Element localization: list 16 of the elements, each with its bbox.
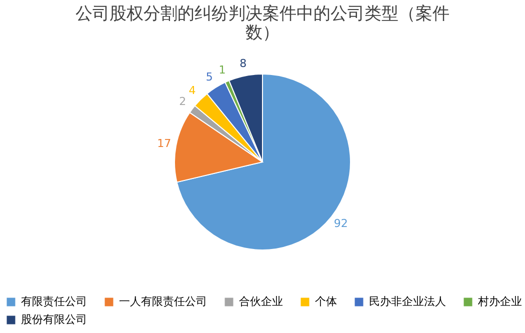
data-label: 1 [218,63,226,76]
legend-label: 个体 [315,295,337,308]
data-label: 17 [157,136,172,150]
legend-label: 合伙企业 [239,295,283,308]
legend-label: 股份有限公司 [21,313,87,326]
data-label: 2 [179,94,186,108]
data-label: 92 [334,217,348,230]
data-label: 4 [188,84,196,97]
chart-title: 公司股权分割的纠纷判决案件中的公司类型（案件数） [76,4,450,43]
legend-label: 村办企业 [477,295,522,308]
data-label: 8 [240,56,247,70]
legend-label: 有限责任公司 [21,295,87,308]
legend-label: 民办非企业法人 [369,295,446,308]
pie-slice [176,74,351,250]
data-label: 5 [206,70,213,84]
legend-label: 一人有限责任公司 [119,295,207,308]
